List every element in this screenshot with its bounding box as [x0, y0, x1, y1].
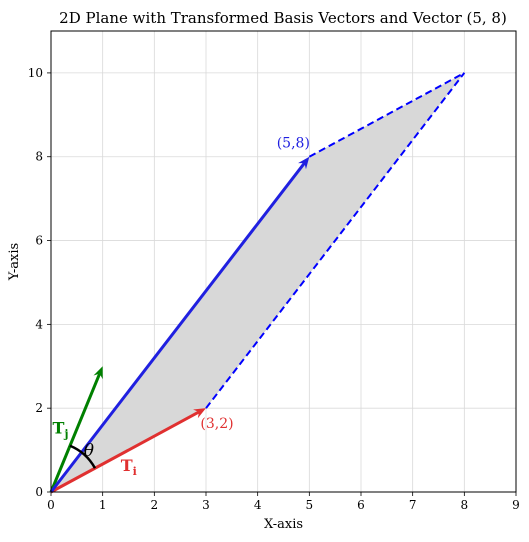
x-tick-label: 2 — [151, 498, 159, 512]
angle-arc — [69, 444, 97, 469]
chart-title: 2D Plane with Transformed Basis Vectors … — [59, 9, 507, 27]
x-axis-label: X-axis — [264, 517, 303, 532]
parallelogram-fill — [51, 72, 465, 492]
y-tick-label: 2 — [35, 401, 43, 415]
ti-label: Ti — [121, 456, 137, 478]
x-tick-label: 9 — [512, 498, 520, 512]
x-tick-label: 0 — [47, 498, 55, 512]
vector-label: (5,8) — [277, 136, 310, 152]
dashed-edges — [205, 72, 466, 409]
x-tick-label: 1 — [99, 498, 107, 512]
y-tick-label: 4 — [35, 317, 43, 331]
dashed-edge — [308, 72, 465, 158]
x-tick-label: 4 — [254, 498, 262, 512]
y-tick-label: 0 — [35, 485, 43, 499]
vectors — [49, 156, 310, 494]
x-tick-label: 5 — [306, 498, 314, 512]
vector-5-8-shaft — [49, 162, 306, 493]
y-axis-label: Y-axis — [7, 243, 22, 281]
angle-label: θ — [84, 441, 94, 461]
plot-frame — [50, 30, 517, 493]
ti-symbol: T — [121, 456, 133, 475]
ti-point-label: (3,2) — [200, 416, 233, 432]
y-tick-label: 6 — [35, 234, 43, 248]
y-tick-label: 10 — [28, 66, 43, 80]
x-tick-label: 3 — [202, 498, 210, 512]
x-tick-label: 7 — [409, 498, 417, 512]
ticks: 0 1 2 3 4 5 6 7 8 9 0 2 4 6 8 10 — [28, 66, 520, 512]
dashed-edge — [205, 72, 466, 409]
tj-label: Tj — [53, 418, 69, 440]
ti-subscript: i — [133, 465, 137, 478]
x-tick-label: 8 — [461, 498, 469, 512]
vector-ti-shaft — [50, 410, 200, 494]
vector-5-8-arrowhead — [298, 156, 310, 170]
vector-tj-arrowhead — [93, 366, 103, 380]
x-tick-label: 6 — [357, 498, 365, 512]
tj-symbol: T — [53, 418, 65, 437]
vector-ti-arrowhead — [193, 408, 206, 419]
y-tick-label: 8 — [35, 150, 43, 164]
tj-subscript: j — [63, 427, 68, 440]
vector-tj-shaft — [49, 373, 102, 493]
